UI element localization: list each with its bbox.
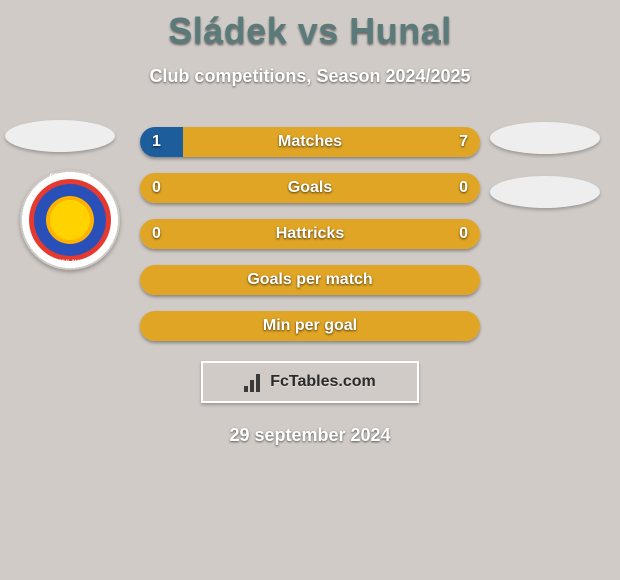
- stat-value-left: 0: [152, 179, 161, 197]
- page-title: Sládek vs Hunal: [0, 0, 620, 52]
- right-club-photo-placeholder-2: [490, 176, 600, 208]
- right-club-photo-placeholder-1: [490, 122, 600, 154]
- stat-value-right: 0: [459, 179, 468, 197]
- crest-text-top: FC VYSOCINA: [20, 174, 120, 180]
- stat-row: Goals 0 0: [140, 173, 480, 203]
- stat-label: Goals: [288, 179, 332, 197]
- fctables-logo: FcTables.com: [201, 361, 419, 403]
- stat-row: Matches 1 7: [140, 127, 480, 157]
- crest-text-bottom: JIHLAVA: [20, 260, 120, 266]
- stat-label: Goals per match: [247, 271, 372, 289]
- stat-label: Hattricks: [276, 225, 344, 243]
- stat-value-left: 0: [152, 225, 161, 243]
- stat-value-right: 7: [459, 133, 468, 151]
- stat-row: Goals per match: [140, 265, 480, 295]
- stat-value-left: 1: [152, 133, 161, 151]
- page-subtitle: Club competitions, Season 2024/2025: [0, 66, 620, 87]
- crest-ring-outer: [29, 179, 111, 261]
- crest-football-icon: [46, 196, 94, 244]
- stat-label: Matches: [278, 133, 342, 151]
- snapshot-date: 29 september 2024: [0, 425, 620, 446]
- left-club-crest: FC VYSOCINA JIHLAVA: [20, 170, 120, 270]
- crest-ring-inner: [34, 184, 106, 256]
- stat-bar-left: [140, 127, 183, 157]
- stat-row: Hattricks 0 0: [140, 219, 480, 249]
- bar-chart-icon: [244, 372, 264, 392]
- stat-label: Min per goal: [263, 317, 357, 335]
- stat-value-right: 0: [459, 225, 468, 243]
- left-club-photo-placeholder: [5, 120, 115, 152]
- fctables-brand-text: FcTables.com: [270, 373, 376, 391]
- stat-row: Min per goal: [140, 311, 480, 341]
